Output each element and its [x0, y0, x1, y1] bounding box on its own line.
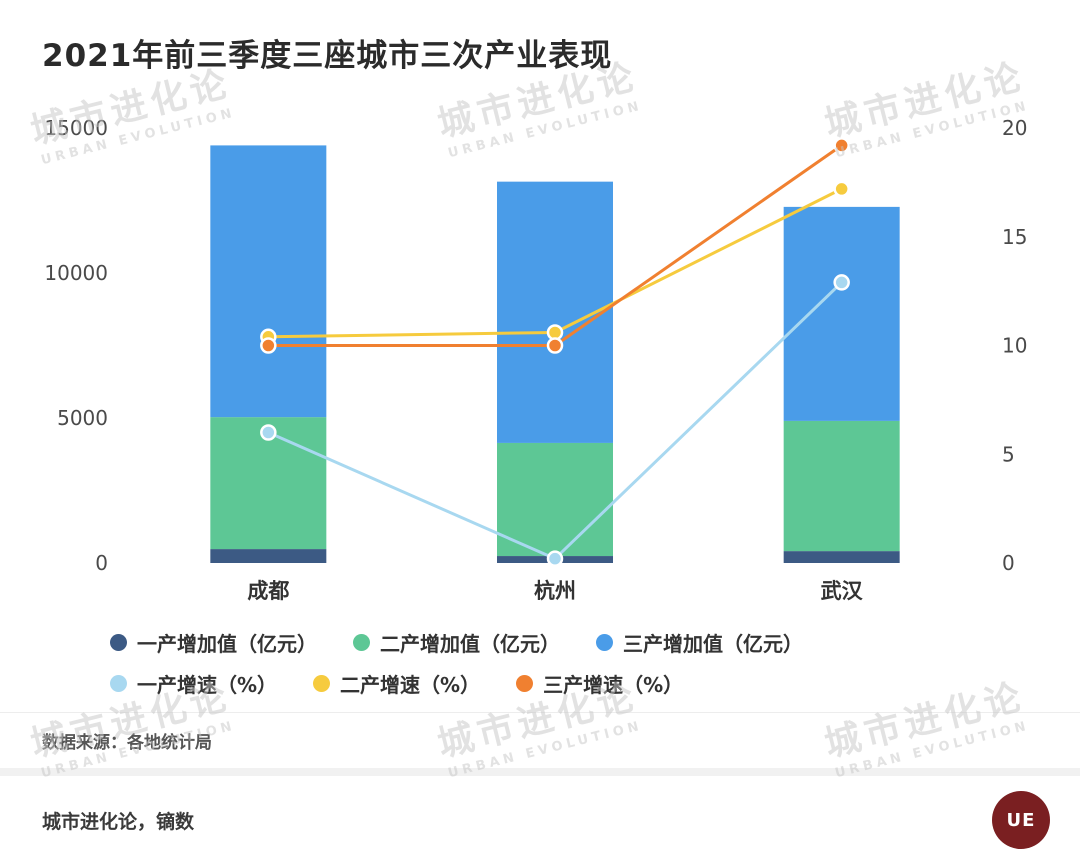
bar-segment [783, 206, 900, 421]
right-axis-tick: 0 [1002, 551, 1015, 575]
data-point [546, 550, 564, 567]
data-point [260, 337, 277, 354]
left-axis-tick: 10000 [44, 261, 108, 285]
legend-row-bars: 一产增加值（亿元） 二产增加值（亿元） 三产增加值（亿元） [110, 628, 803, 657]
data-point [833, 180, 850, 198]
right-axis-tick: 5 [1002, 442, 1015, 466]
legend-item: 三产增加值（亿元） [596, 628, 803, 657]
legend-item: 一产增加值（亿元） [110, 628, 317, 657]
logo-monogram: UE [1006, 809, 1036, 831]
legend-dot-icon [516, 675, 534, 692]
legend-dot-icon [110, 634, 127, 651]
legend-item: 一产增速（%） [110, 669, 277, 698]
footer: 城市进化论，镝数 UE [0, 776, 1080, 864]
x-axis-label: 杭州 [534, 579, 576, 603]
bar-segment [210, 145, 327, 418]
legend-label: 三产增速（%） [543, 673, 684, 697]
left-axis-tick: 15000 [44, 116, 108, 140]
data-point [833, 137, 850, 154]
legend-row-lines: 一产增速（%） 二产增速（%） 三产增速（%） [110, 669, 803, 698]
bar-segment [210, 549, 327, 563]
right-axis-tick: 15 [1002, 225, 1027, 249]
data-point [546, 337, 564, 354]
combo-chart: 0 5000 10000 15000 0 5 10 15 20 成都 杭州 武汉 [44, 116, 1027, 603]
legend-item: 二产增速（%） [313, 669, 480, 698]
legend-label: 二产增速（%） [340, 673, 481, 697]
data-point [260, 424, 277, 441]
legend-item: 三产增速（%） [516, 669, 683, 698]
legend-label: 一产增速（%） [137, 673, 278, 697]
chart-legend: 一产增加值（亿元） 二产增加值（亿元） 三产增加值（亿元） 一产增速（%） 二产增速（… [110, 628, 803, 698]
x-axis-label: 武汉 [821, 579, 864, 603]
data-point [833, 274, 850, 291]
bar-segment [783, 420, 900, 552]
left-axis-tick: 5000 [57, 406, 108, 430]
legend-label: 一产增加值（亿元） [137, 632, 317, 656]
legend-dot-icon [353, 634, 370, 651]
right-axis-tick: 20 [1002, 116, 1027, 140]
legend-dot-icon [313, 675, 331, 692]
left-axis-tick: 0 [95, 551, 108, 575]
footer-credit: 城市进化论，镝数 [42, 810, 195, 833]
bar-segment [783, 551, 900, 563]
divider [0, 768, 1080, 776]
legend-dot-icon [596, 634, 613, 651]
page-title: 2021年前三季度三座城市三次产业表现 [42, 38, 613, 74]
legend-label: 三产增加值（亿元） [623, 632, 803, 656]
right-axis-tick: 10 [1002, 334, 1027, 358]
data-source: 数据来源：各地统计局 [0, 712, 1080, 768]
legend-item: 二产增加值（亿元） [353, 628, 560, 657]
x-axis-label: 成都 [247, 579, 289, 603]
urban-evolution-logo-icon: UE [992, 791, 1050, 849]
legend-dot-icon [110, 675, 127, 692]
bar-segment [497, 442, 613, 557]
legend-label: 二产增加值（亿元） [380, 632, 560, 656]
